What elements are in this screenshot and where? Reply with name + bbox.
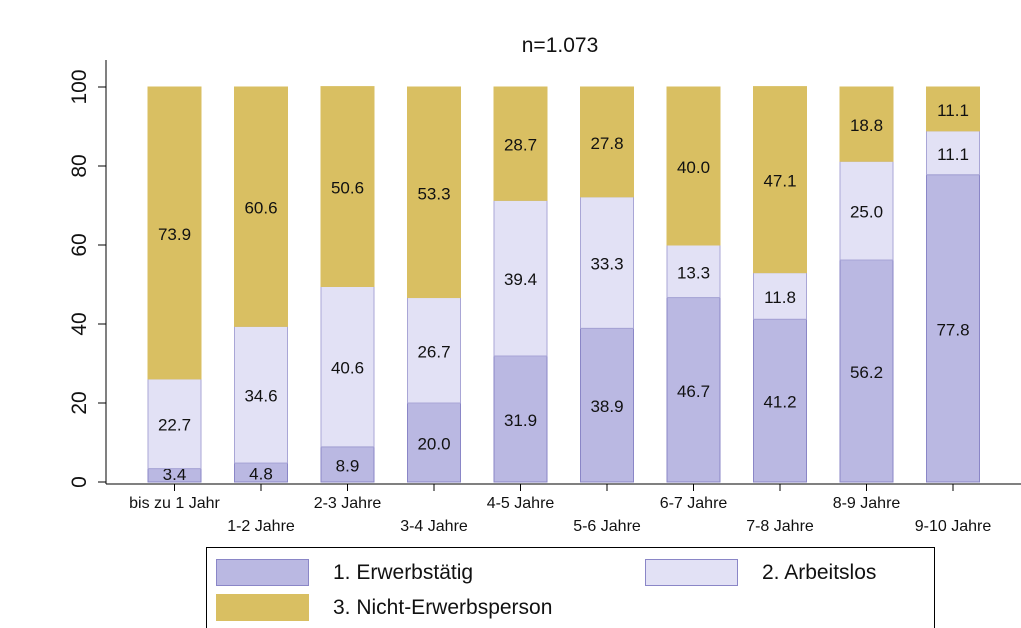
x-axis: bis zu 1 Jahr 1-2 Jahre 2-3 Jahre 3-4 Jahre… <box>129 484 991 535</box>
legend-label-erwerbstaetig: 1. Erwerbstätig <box>333 560 474 584</box>
bar-segment <box>666 86 721 246</box>
data-label: 47.1 <box>763 172 796 191</box>
bar-segment <box>320 285 375 448</box>
bar-segment <box>407 402 461 483</box>
bar-segment <box>580 327 634 483</box>
bar-segment <box>753 272 807 320</box>
legend-label-arbeitslos: 2. Arbeitslos <box>762 560 877 584</box>
data-label: 22.7 <box>158 416 191 435</box>
data-label: 3.4 <box>163 465 187 484</box>
data-label: 39.4 <box>504 270 537 289</box>
bars: 3.4 22.7 73.9 4.8 34.6 60.6 8.9 40.6 50.6 20.0 26.… <box>147 86 980 484</box>
x-tick-label: 6-7 Jahre <box>660 495 728 512</box>
data-label: 46.7 <box>677 382 710 401</box>
x-tick-label: 2-3 Jahre <box>314 495 382 512</box>
bar-segment <box>493 86 548 201</box>
data-label: 25.0 <box>850 203 883 222</box>
legend-item-erwerbstaetig: 1. Erwerbstätig <box>216 559 473 586</box>
data-label: 11.1 <box>937 145 969 164</box>
x-tick-label: 1-2 Jahre <box>227 518 295 535</box>
bar-segment <box>666 297 721 483</box>
data-label: 4.8 <box>249 465 273 484</box>
bar-segment <box>926 130 980 176</box>
data-label: 60.6 <box>244 199 277 218</box>
x-tick-label: 9-10 Jahre <box>915 518 992 535</box>
bar-segment <box>580 196 634 329</box>
bar-segment <box>493 199 548 357</box>
bar-segment <box>666 244 721 299</box>
x-tick-label: bis zu 1 Jahr <box>129 495 220 512</box>
data-label: 50.6 <box>331 179 364 198</box>
data-label: 27.8 <box>590 134 623 153</box>
bar-segment <box>147 378 202 470</box>
y-tick-label: 40 <box>68 312 91 335</box>
data-label: 8.9 <box>336 456 360 475</box>
legend-label-nicht-erwerbsperson: 3. Nicht-Erwerbsperson <box>333 595 553 619</box>
y-tick-label: 0 <box>68 476 91 488</box>
bar-segment <box>839 86 894 162</box>
legend-swatch-erwerbstaetig <box>216 559 309 586</box>
legend-swatch-nicht-erwerbsperson <box>216 594 309 621</box>
chart-title: n=1.073 <box>522 34 599 57</box>
bar-segment <box>839 259 894 483</box>
bar-segment <box>926 174 980 483</box>
y-tick-label: 100 <box>68 69 91 104</box>
data-label: 77.8 <box>936 320 969 339</box>
bar-segment <box>753 318 807 483</box>
y-axis: 0 20 40 60 80 100 <box>68 69 106 488</box>
data-label: 28.7 <box>504 136 537 155</box>
bar-segment <box>926 86 980 132</box>
data-label: 11.1 <box>937 101 969 120</box>
bar-segment <box>320 446 375 483</box>
bar-segment <box>493 355 548 483</box>
x-tick-label: 8-9 Jahre <box>833 495 901 512</box>
data-label: 11.8 <box>764 288 796 307</box>
data-label: 53.3 <box>417 184 450 203</box>
data-label: 26.7 <box>417 342 450 361</box>
bar-segment <box>147 86 202 380</box>
bar-segment <box>407 297 461 404</box>
y-tick-label: 80 <box>68 154 91 177</box>
bar-segment <box>234 325 288 464</box>
y-tick-label: 60 <box>68 233 91 256</box>
data-label: 56.2 <box>850 363 883 382</box>
data-label: 38.9 <box>590 397 623 416</box>
data-label: 13.3 <box>677 263 710 282</box>
data-label: 20.0 <box>417 435 450 454</box>
bar-segment <box>407 86 461 299</box>
data-label: 40.6 <box>331 359 364 378</box>
legend: 1. Erwerbstätig 2. Arbeitslos 3. Nicht-E… <box>206 547 935 628</box>
data-label: 34.6 <box>244 387 277 406</box>
bar-segment <box>320 86 375 287</box>
y-tick-label: 20 <box>68 391 91 414</box>
x-tick-label: 4-5 Jahre <box>487 495 555 512</box>
data-label: 73.9 <box>158 225 191 244</box>
legend-swatch-arbeitslos <box>645 559 738 586</box>
data-label: 33.3 <box>590 255 623 274</box>
legend-item-arbeitslos: 2. Arbeitslos <box>645 559 876 586</box>
bar-segment <box>580 86 634 198</box>
bar-segment <box>234 86 288 327</box>
legend-item-nicht-erwerbsperson: 3. Nicht-Erwerbsperson <box>216 594 552 621</box>
data-label: 40.0 <box>677 158 710 177</box>
x-tick-label: 3-4 Jahre <box>400 518 468 535</box>
data-label: 41.2 <box>763 393 796 412</box>
data-label: 31.9 <box>504 411 537 430</box>
x-tick-label: 5-6 Jahre <box>573 518 641 535</box>
bar-segment <box>753 86 807 274</box>
data-label: 18.8 <box>850 116 883 135</box>
x-tick-label: 7-8 Jahre <box>746 518 814 535</box>
